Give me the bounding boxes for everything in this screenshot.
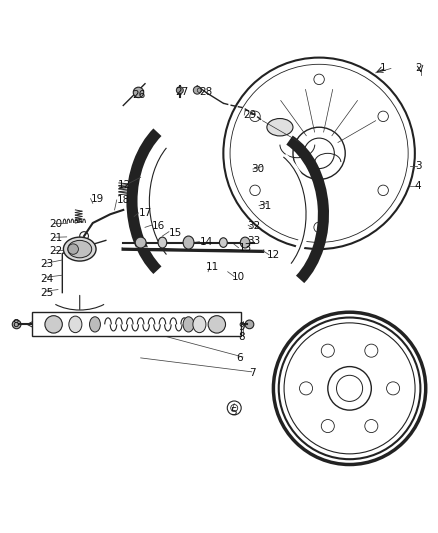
Ellipse shape [45,316,62,333]
Text: 24: 24 [41,273,54,284]
Text: 26: 26 [132,90,145,100]
Ellipse shape [135,237,146,248]
Text: 30: 30 [252,165,265,174]
Text: 25: 25 [41,288,54,297]
Text: 16: 16 [152,221,165,231]
Text: 28: 28 [199,87,213,98]
Ellipse shape [183,317,194,332]
Text: 1: 1 [380,63,387,74]
Ellipse shape [219,238,227,247]
Circle shape [68,244,78,254]
Text: 9: 9 [239,321,245,332]
Text: 3: 3 [415,161,421,172]
Circle shape [133,87,144,98]
Text: 2: 2 [415,63,421,74]
Circle shape [245,320,254,329]
Bar [32,312,241,336]
Circle shape [193,86,201,94]
Ellipse shape [183,236,194,249]
Text: 29: 29 [243,110,256,120]
Circle shape [12,320,21,329]
Ellipse shape [267,118,293,136]
Text: 8: 8 [239,333,245,342]
Text: 20: 20 [49,219,62,229]
Text: 21: 21 [49,233,63,243]
Text: 4: 4 [415,181,421,191]
Text: 13: 13 [239,243,252,253]
Ellipse shape [69,316,82,333]
Ellipse shape [64,237,96,261]
Ellipse shape [68,240,92,258]
Text: 14: 14 [199,237,213,247]
Text: 23: 23 [41,260,54,269]
Ellipse shape [208,316,226,333]
Ellipse shape [240,237,250,248]
Ellipse shape [158,237,167,248]
Text: 12: 12 [267,250,280,260]
Text: 32: 32 [247,221,261,231]
Text: 17: 17 [138,208,152,219]
Text: 31: 31 [258,201,272,212]
Text: 11: 11 [206,262,219,272]
Text: 22: 22 [49,246,63,256]
Ellipse shape [193,316,206,333]
Text: 15: 15 [169,228,182,238]
Ellipse shape [89,317,100,332]
Text: 10: 10 [232,272,245,282]
Text: 12: 12 [118,180,131,190]
Text: 27: 27 [176,87,189,98]
Text: 33: 33 [247,236,261,246]
Text: 5: 5 [230,407,237,417]
Text: 19: 19 [91,194,104,204]
Text: 18: 18 [117,196,130,205]
Circle shape [177,87,184,94]
Text: 7: 7 [250,368,256,378]
Text: 8: 8 [12,319,19,329]
Text: 6: 6 [237,353,243,363]
